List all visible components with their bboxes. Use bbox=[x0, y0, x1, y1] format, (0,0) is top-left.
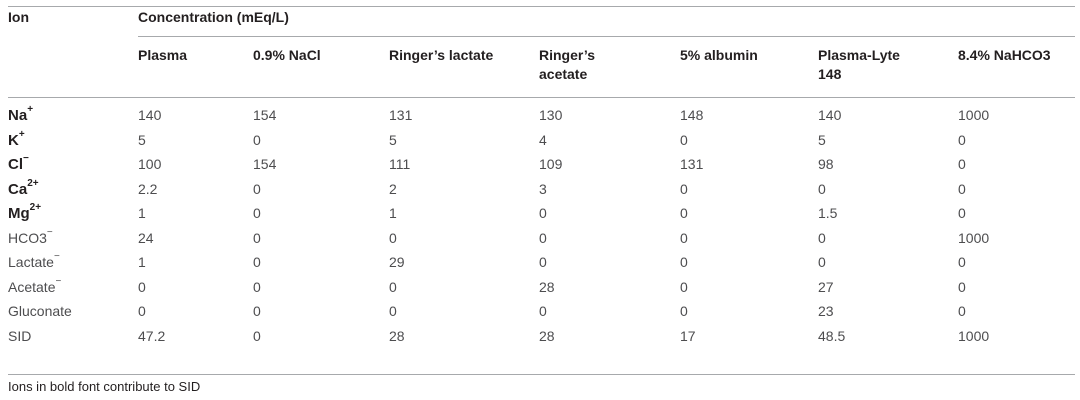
table-cell: 28 bbox=[539, 327, 555, 344]
table-cell: 0 bbox=[253, 229, 261, 246]
table-cell: 5 bbox=[389, 131, 397, 148]
table-cell: 47.2 bbox=[138, 327, 166, 344]
table-cell: 0 bbox=[958, 303, 966, 319]
table-cell: 1000 bbox=[958, 107, 990, 123]
ion-name: Gluconate bbox=[8, 303, 72, 319]
table-cell: 0 bbox=[253, 254, 261, 270]
table-cell: 0 bbox=[818, 254, 826, 270]
table-cell: 3 bbox=[539, 180, 547, 197]
table-cell: 0 bbox=[389, 303, 397, 319]
table-cell: 0 bbox=[680, 180, 688, 197]
column-header: Plasma-Lyte bbox=[818, 47, 900, 63]
table-cell: 1000 bbox=[958, 229, 990, 246]
table-cell: 0 bbox=[253, 180, 261, 197]
table-cell: 0 bbox=[958, 156, 966, 172]
table-cell: 29 bbox=[389, 254, 405, 270]
column-header: Ringer’s lactate bbox=[389, 47, 494, 63]
column-header: 148 bbox=[818, 66, 842, 82]
table-cell: 28 bbox=[539, 278, 555, 295]
table-cell: 1 bbox=[138, 254, 146, 270]
table-cell: 0 bbox=[958, 278, 966, 295]
ion-name: Ca2+ bbox=[8, 177, 39, 198]
table-cell: 100 bbox=[138, 156, 162, 172]
table-cell: 0 bbox=[958, 180, 966, 197]
table-top-rule bbox=[8, 6, 1075, 7]
table-cell: 0 bbox=[253, 278, 261, 295]
column-header: 8.4% NaHCO3 bbox=[958, 47, 1051, 63]
table-cell: 0 bbox=[539, 229, 547, 246]
table-cell: 28 bbox=[389, 327, 405, 344]
table-cell: 0 bbox=[680, 254, 688, 270]
table-cell: 5 bbox=[818, 131, 826, 148]
table-cell: 0 bbox=[389, 229, 397, 246]
ion-name: HCO3− bbox=[8, 226, 53, 246]
group-header-rule bbox=[138, 36, 1075, 37]
ion-name: SID bbox=[8, 327, 32, 344]
ion-name: Acetate− bbox=[8, 275, 62, 295]
table-cell: 0 bbox=[253, 327, 261, 344]
table-cell: 0 bbox=[138, 278, 146, 295]
table-cell: 0 bbox=[539, 254, 547, 270]
table-cell: 0 bbox=[680, 278, 688, 295]
table-cell: 2 bbox=[389, 180, 397, 197]
table-cell: 0 bbox=[680, 205, 688, 221]
ion-name: Na+ bbox=[8, 104, 34, 125]
table-cell: 98 bbox=[818, 156, 834, 172]
table-cell: 0 bbox=[253, 205, 261, 221]
table-cell: 154 bbox=[253, 156, 277, 172]
column-header: 5% albumin bbox=[680, 47, 758, 63]
column-header: acetate bbox=[539, 66, 588, 82]
table-cell: 148 bbox=[680, 107, 704, 123]
table-cell: 131 bbox=[680, 156, 704, 172]
table-cell: 27 bbox=[818, 278, 834, 295]
ion-name: Cl− bbox=[8, 153, 29, 174]
table-cell: 0 bbox=[818, 180, 826, 197]
table-cell: 1 bbox=[389, 205, 397, 221]
table-cell: 1.5 bbox=[818, 205, 838, 221]
table-cell: 0 bbox=[389, 278, 397, 295]
table-cell: 0 bbox=[818, 229, 826, 246]
table-cell: 5 bbox=[138, 131, 146, 148]
table-cell: 48.5 bbox=[818, 327, 846, 344]
ion-column-header: Ion bbox=[8, 9, 29, 25]
table-cell: 1 bbox=[138, 205, 146, 221]
table-cell: 2.2 bbox=[138, 180, 158, 197]
table-cell: 0 bbox=[253, 303, 261, 319]
table-cell: 0 bbox=[958, 205, 966, 221]
table-cell: 131 bbox=[389, 107, 413, 123]
table-cell: 24 bbox=[138, 229, 154, 246]
table-cell: 154 bbox=[253, 107, 277, 123]
concentration-group-header: Concentration (mEq/L) bbox=[138, 9, 289, 25]
table-cell: 130 bbox=[539, 107, 563, 123]
table-cell: 109 bbox=[539, 156, 563, 172]
column-header: Plasma bbox=[138, 47, 188, 63]
table-cell: 0 bbox=[680, 131, 688, 148]
table-cell: 0 bbox=[680, 303, 688, 319]
table-cell: 23 bbox=[818, 303, 834, 319]
ion-name: Lactate− bbox=[8, 251, 60, 270]
table-cell: 0 bbox=[958, 254, 966, 270]
table-footnote: Ions in bold font contribute to SID bbox=[8, 379, 201, 394]
table-cell: 140 bbox=[818, 107, 842, 123]
table-cell: 140 bbox=[138, 107, 162, 123]
ion-name: Mg2+ bbox=[8, 202, 42, 223]
table-cell: 4 bbox=[539, 131, 547, 148]
table-cell: 0 bbox=[539, 205, 547, 221]
table-cell: 111 bbox=[389, 156, 411, 172]
header-bottom-rule bbox=[8, 97, 1075, 98]
table-cell: 17 bbox=[680, 327, 696, 344]
table-cell: 0 bbox=[253, 131, 261, 148]
table-cell: 0 bbox=[680, 229, 688, 246]
table-cell: 0 bbox=[958, 131, 966, 148]
table-cell: 0 bbox=[138, 303, 146, 319]
table-cell: 1000 bbox=[958, 327, 990, 344]
table-bottom-rule bbox=[8, 374, 1075, 375]
table-cell: 0 bbox=[539, 303, 547, 319]
ion-name: K+ bbox=[8, 128, 25, 149]
column-header: Ringer’s bbox=[539, 47, 596, 63]
column-header: 0.9% NaCl bbox=[253, 47, 321, 63]
